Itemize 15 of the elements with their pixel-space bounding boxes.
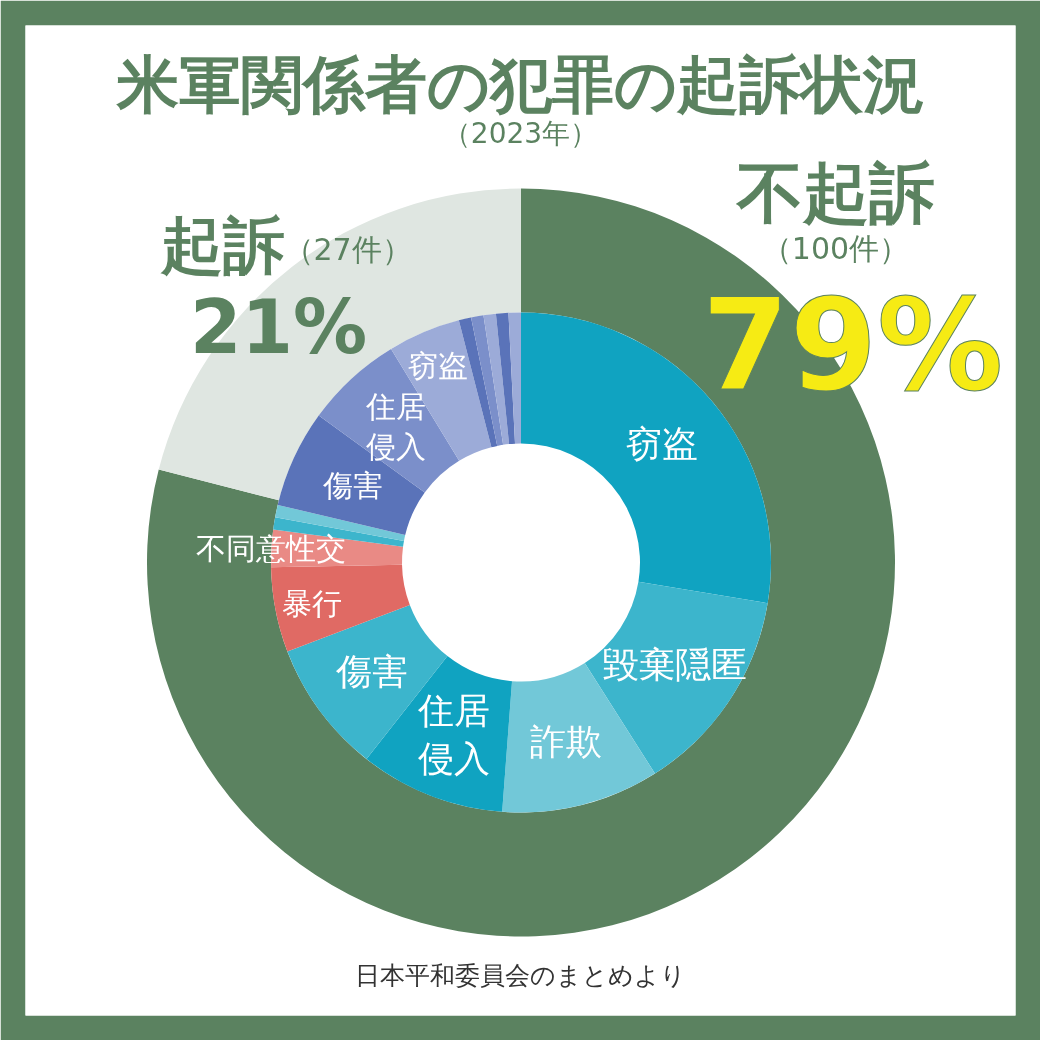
slice-label: 暴行 bbox=[281, 585, 342, 621]
slice-label: 毀棄隠匿 bbox=[602, 643, 747, 685]
text: （27件） bbox=[283, 232, 412, 267]
slice-label: 窃盗 bbox=[625, 422, 698, 464]
slice-label: 詐欺 bbox=[529, 720, 602, 762]
slice-label: 住居侵入 bbox=[417, 690, 491, 779]
text: 日本平和委員会のまとめより bbox=[355, 961, 686, 990]
slice-label: 傷害 bbox=[335, 651, 409, 693]
slice-label: 不起訴 bbox=[734, 155, 935, 232]
text: （100件） bbox=[761, 231, 910, 266]
data-label: 21% bbox=[189, 283, 368, 370]
slice-label: 住居侵入 bbox=[364, 389, 426, 465]
slice-label: 起訴 bbox=[159, 209, 285, 282]
slice-label: 窃盗 bbox=[408, 348, 469, 384]
slice-label: 傷害 bbox=[322, 468, 384, 504]
